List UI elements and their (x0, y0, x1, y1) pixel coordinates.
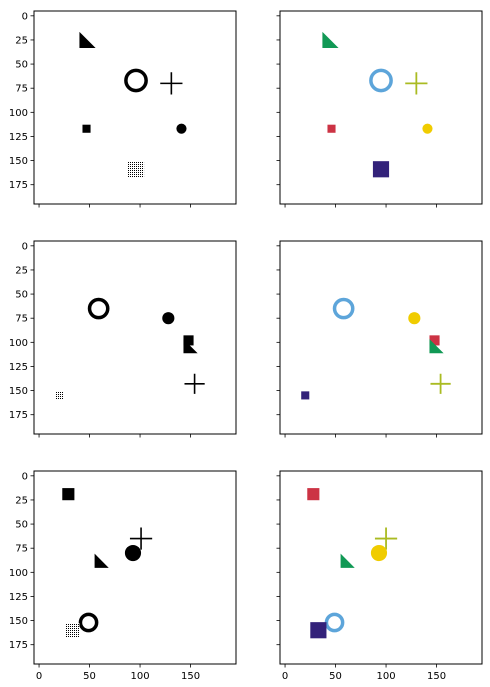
plus-marker (160, 72, 183, 95)
triangle-marker (94, 553, 109, 568)
dot-marker (162, 312, 175, 325)
x-tick-label: 150 (427, 671, 446, 682)
x-tick-label: 150 (181, 671, 200, 682)
big-square-marker (310, 622, 327, 639)
y-tick-label: 175 (9, 180, 28, 191)
small-square-marker (183, 335, 194, 346)
plus-marker (405, 72, 428, 95)
y-tick-label: 25 (15, 495, 28, 506)
dot-marker (422, 123, 433, 134)
triangle-marker (79, 31, 96, 49)
panel-r1-c0: 0 25 50 75 100 125 150 175 (9, 240, 237, 438)
axes-frame (33, 240, 237, 435)
y-tick-label: 0 (22, 471, 28, 482)
y-tick-label: 50 (15, 520, 28, 531)
x-tick-label: 100 (377, 671, 396, 682)
plus-marker (374, 527, 398, 550)
y-tick-label: 75 (15, 544, 28, 555)
dot-marker (408, 312, 421, 325)
triangle-marker (340, 553, 355, 568)
y-tick-label: 125 (9, 592, 28, 603)
plus-marker (129, 527, 153, 550)
small-square-marker (307, 488, 320, 501)
dot-marker (124, 544, 142, 562)
big-square-marker (301, 391, 310, 400)
y-tick-label: 75 (15, 84, 28, 95)
small-square-marker (327, 124, 336, 133)
triangle-marker (322, 31, 339, 49)
y-tick-label: 150 (9, 386, 28, 397)
big-square-marker (65, 623, 80, 638)
x-tick-label: 0 (282, 671, 288, 682)
ring-marker (124, 68, 148, 93)
x-tick-label: 50 (329, 671, 342, 682)
panel-r0-c1 (276, 10, 483, 208)
big-square-marker (372, 161, 390, 178)
triangle-marker (183, 339, 198, 354)
y-tick-label: 100 (9, 338, 28, 349)
small-square-marker (82, 124, 91, 133)
y-tick-label: 175 (9, 410, 28, 421)
axes-frame (279, 10, 483, 205)
small-square-marker (429, 335, 440, 346)
panel-r2-c0: 0 25 50 75 100 125 150 175 0 50 100 150 (9, 470, 237, 682)
axes-frame (279, 240, 483, 435)
y-tick-label: 175 (9, 640, 28, 651)
y-tick-label: 0 (22, 241, 28, 252)
big-square-marker (127, 161, 145, 178)
y-tick-label: 100 (9, 568, 28, 579)
y-tick-label: 75 (15, 314, 28, 325)
y-tick-label: 25 (15, 265, 28, 276)
y-tick-label: 50 (15, 290, 28, 301)
ring-marker (369, 68, 393, 93)
y-tick-label: 50 (15, 60, 28, 71)
y-tick-label: 25 (15, 35, 28, 46)
triangle-marker (429, 339, 444, 354)
x-tick-label: 100 (131, 671, 150, 682)
y-tick-label: 125 (9, 132, 28, 143)
ring-marker (87, 297, 110, 320)
x-tick-label: 0 (36, 671, 42, 682)
ring-marker (332, 297, 355, 320)
y-tick-label: 0 (22, 11, 28, 22)
x-tick-label: 50 (83, 671, 96, 682)
panel-r2-c1: 0 50 100 150 (276, 470, 483, 682)
plus-marker (430, 373, 451, 394)
y-tick-label: 125 (9, 362, 28, 373)
small-square-marker (62, 488, 75, 501)
ring-marker (78, 612, 99, 633)
y-tick-label: 150 (9, 616, 28, 627)
panel-r1-c1 (276, 240, 483, 438)
dot-marker (370, 544, 388, 562)
plus-marker (184, 373, 205, 394)
y-tick-label: 150 (9, 156, 28, 167)
y-tick-label: 100 (9, 108, 28, 119)
panel-r0-c0: 0 25 50 75 100 125 150 175 (9, 10, 237, 208)
big-square-marker (55, 391, 64, 400)
dot-marker (176, 123, 187, 134)
